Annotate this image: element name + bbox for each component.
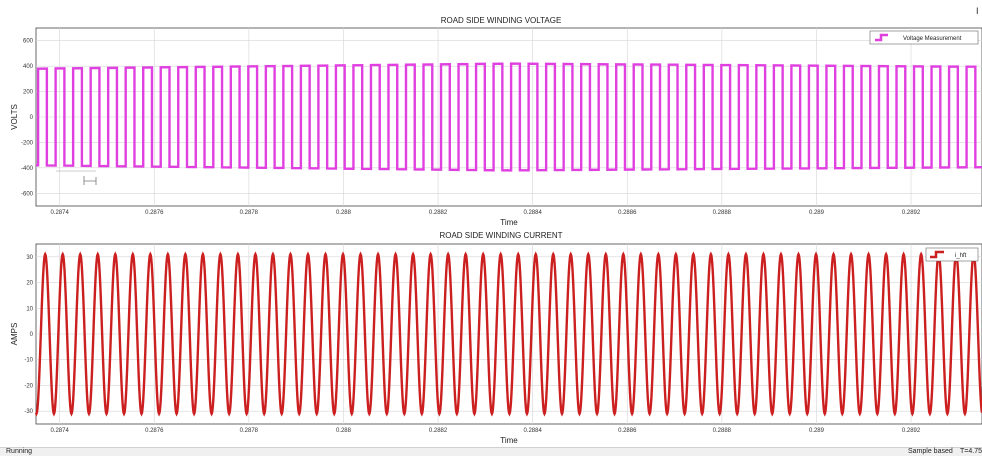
voltage-legend-box — [869, 30, 979, 45]
current-ylabel: AMPS — [10, 323, 19, 346]
voltage-ylabel: VOLTS — [10, 104, 19, 130]
voltage-plot: ROAD SIDE WINDING VOLTAGE 0.2874 0.2876 0.… — [10, 16, 982, 227]
current-ytick-label: -10 — [24, 358, 33, 364]
current-ytick-label: 10 — [26, 306, 33, 312]
voltage-ytick-label: 400 — [23, 64, 34, 70]
current-xtick-label: 0.2892 — [902, 428, 921, 434]
voltage-xtick-label: 0.288 — [336, 210, 352, 216]
voltage-xtick-label: 0.2892 — [902, 210, 921, 216]
voltage-xtick-label: 0.2886 — [618, 210, 637, 216]
voltage-xlabel: Time — [500, 218, 518, 227]
status-time-text: T=4.75 — [960, 448, 982, 455]
voltage-series-line — [35, 62, 982, 172]
current-legend-label: i_hft — [955, 253, 967, 259]
current-xtick-label: 0.2888 — [713, 428, 732, 434]
status-running-text: Running — [6, 448, 33, 455]
current-ticks: 0.2874 0.2876 0.2878 0.288 0.2882 0.2884 0.288… — [24, 255, 921, 434]
current-xtick-label: 0.288 — [336, 428, 352, 434]
voltage-ytick-label: 0 — [30, 115, 34, 121]
current-ytick-label: 30 — [26, 255, 33, 261]
voltage-cursor-marker — [56, 170, 97, 185]
voltage-ytick-label: 600 — [23, 39, 34, 45]
status-bar: Running Sample based T=4.75 — [0, 447, 982, 456]
voltage-ytick-label: -600 — [21, 191, 34, 197]
corner-mark: I — [976, 6, 979, 16]
current-plot-title: ROAD SIDE WINDING CURRENT — [439, 231, 562, 240]
voltage-legend: Voltage Measurement — [869, 30, 979, 45]
current-xlabel: Time — [500, 436, 518, 445]
current-ytick-label: -20 — [24, 383, 33, 389]
current-xtick-label: 0.2874 — [50, 428, 69, 434]
voltage-ytick-label: -400 — [21, 166, 34, 172]
voltage-xtick-label: 0.2884 — [523, 210, 542, 216]
current-legend: i_hft — [925, 247, 979, 262]
voltage-ytick-label: -200 — [21, 140, 34, 146]
status-mode-text: Sample based — [908, 448, 953, 455]
current-ytick-label: 0 — [30, 332, 34, 338]
voltage-ytick-label: 200 — [23, 90, 34, 96]
current-xtick-label: 0.2876 — [145, 428, 164, 434]
current-ytick-label: 20 — [26, 281, 33, 287]
current-series — [34, 251, 982, 417]
current-plot: ROAD SIDE WINDING CURRENT 0.2874 0.2876 0.… — [10, 231, 982, 445]
current-legend-box — [925, 247, 979, 262]
voltage-series — [35, 62, 982, 172]
voltage-xtick-label: 0.2882 — [429, 210, 448, 216]
current-xtick-label: 0.2884 — [523, 428, 542, 434]
voltage-xtick-label: 0.2888 — [713, 210, 732, 216]
voltage-xtick-label: 0.2876 — [145, 210, 164, 216]
current-series-line — [34, 251, 982, 417]
voltage-legend-label: Voltage Measurement — [903, 36, 962, 42]
voltage-xtick-label: 0.2878 — [240, 210, 259, 216]
voltage-grid — [36, 28, 982, 206]
current-xtick-label: 0.289 — [809, 428, 825, 434]
voltage-legend-swatch — [875, 33, 888, 42]
voltage-xtick-label: 0.289 — [809, 210, 825, 216]
current-xtick-label: 0.2886 — [618, 428, 637, 434]
current-legend-swatch — [930, 250, 944, 259]
voltage-plot-title: ROAD SIDE WINDING VOLTAGE — [441, 16, 562, 25]
current-xtick-label: 0.2878 — [240, 428, 259, 434]
current-xtick-label: 0.2882 — [429, 428, 448, 434]
voltage-xtick-label: 0.2874 — [50, 210, 69, 216]
voltage-ticks: 0.2874 0.2876 0.2878 0.288 0.2882 0.2884 0.288… — [21, 39, 921, 216]
current-ytick-label: -30 — [24, 409, 33, 415]
